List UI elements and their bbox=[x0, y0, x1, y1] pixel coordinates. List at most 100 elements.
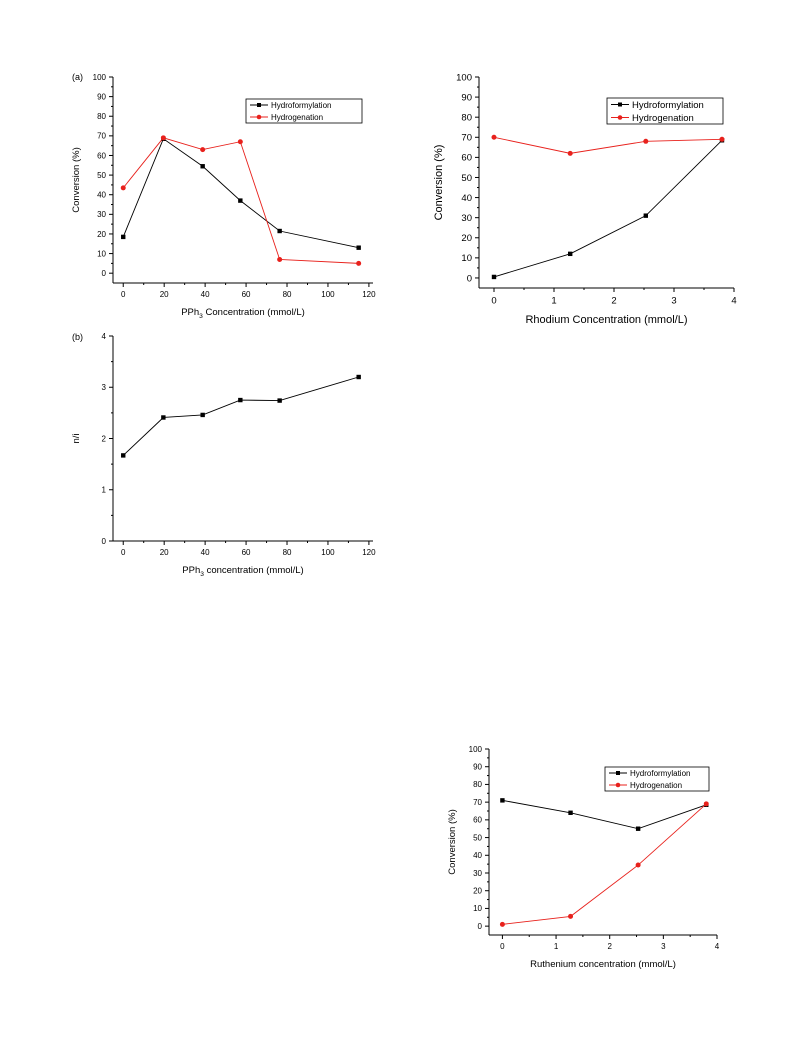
x-tick-label: 60 bbox=[242, 290, 251, 299]
y-tick-label: 0 bbox=[467, 273, 472, 284]
data-point-circle bbox=[643, 138, 649, 144]
y-axis-label: Conversion (%) bbox=[71, 147, 82, 212]
y-tick-label: 10 bbox=[473, 904, 482, 913]
y-tick-label: 4 bbox=[102, 332, 107, 341]
x-tick-label: 0 bbox=[121, 548, 126, 557]
legend: Hydroformylation Hydrogenation bbox=[606, 97, 724, 125]
chart-rhodium-conversion: 0 10 20 30 40 50 60 70 80 90 100 0 1 2 3 4 Rhodium Conce… bbox=[433, 72, 737, 326]
y-tick-label: 2 bbox=[102, 434, 107, 443]
data-point-square bbox=[200, 412, 205, 418]
y-tick-label: 70 bbox=[461, 133, 472, 144]
data-point-circle bbox=[160, 135, 166, 141]
data-point-square bbox=[491, 274, 497, 280]
x-axis-label: PPh3 concentration (mmol/L) bbox=[182, 565, 303, 578]
legend-box bbox=[606, 97, 724, 125]
data-point-circle bbox=[277, 256, 283, 262]
x-tick-label: 80 bbox=[283, 290, 292, 299]
y-tick-label: 40 bbox=[473, 851, 482, 860]
x-tick-label: 4 bbox=[731, 296, 736, 307]
y-tick-label: 10 bbox=[97, 249, 106, 258]
x-axis-label: Rhodium Concentration (mmol/L) bbox=[525, 314, 687, 326]
y-tick-label: 3 bbox=[102, 383, 107, 392]
x-axis-label-rest: concentration (mmol/L) bbox=[204, 565, 304, 576]
series-line bbox=[122, 376, 359, 456]
y-tick-label: 80 bbox=[97, 112, 106, 121]
y-tick-label: 100 bbox=[456, 72, 472, 83]
legend: Hydroformylation Hydrogenation bbox=[604, 766, 710, 792]
data-point-square bbox=[161, 415, 166, 420]
x-tick-label: 3 bbox=[661, 942, 666, 951]
data-point-circle bbox=[567, 150, 573, 156]
data-point-square bbox=[568, 251, 573, 257]
data-point-square bbox=[356, 374, 361, 380]
panel-label: (b) bbox=[72, 332, 83, 342]
y-tick-label: 70 bbox=[97, 132, 106, 141]
y-axis-label: n/i bbox=[71, 433, 82, 443]
y-tick-label: 30 bbox=[97, 210, 106, 219]
x-axis-label-rest: Concentration (mmol/L) bbox=[203, 307, 305, 318]
legend-swatch-circle bbox=[256, 114, 262, 120]
x-tick-label: 0 bbox=[500, 942, 505, 951]
x-tick-label: 40 bbox=[201, 290, 210, 299]
y-tick-label: 20 bbox=[461, 233, 472, 244]
x-tick-label: 120 bbox=[362, 548, 376, 557]
series-line bbox=[493, 136, 723, 154]
data-point-square bbox=[635, 826, 641, 831]
x-axis-label-subscript: 3 bbox=[199, 313, 203, 320]
y-tick-label: 60 bbox=[473, 816, 482, 825]
data-point-circle bbox=[499, 921, 505, 927]
data-point-square bbox=[121, 234, 126, 240]
data-point-square bbox=[238, 397, 243, 403]
x-tick-label: 120 bbox=[362, 290, 376, 299]
y-axis-label: Conversion (%) bbox=[447, 809, 458, 874]
chart-ruthenium-conversion: 0 10 20 30 40 50 60 70 80 90 100 0 1 2 3 4 Ruthenium con… bbox=[447, 745, 720, 970]
data-point-circle bbox=[719, 136, 725, 142]
legend-box bbox=[245, 98, 363, 124]
chart-a-ppH3-conversion: 0 10 20 30 40 50 60 70 80 90 100 0 20 40 60 80 100 120 PPh… bbox=[71, 72, 376, 320]
data-point-circle bbox=[635, 862, 641, 868]
y-tick-label: 50 bbox=[473, 833, 482, 842]
panel-label: (a) bbox=[72, 72, 83, 82]
y-tick-label: 80 bbox=[473, 780, 482, 789]
series-hydrogenation bbox=[491, 134, 725, 156]
y-tick-label: 30 bbox=[473, 869, 482, 878]
y-tick-label: 80 bbox=[461, 113, 472, 124]
y-tick-label: 1 bbox=[102, 486, 107, 495]
series-hydroformylation bbox=[500, 798, 709, 831]
legend: Hydroformylation Hydrogenation bbox=[245, 98, 363, 124]
x-tick-label: 100 bbox=[321, 290, 335, 299]
y-tick-label: 40 bbox=[97, 191, 106, 200]
data-point-square bbox=[238, 198, 243, 203]
y-tick-label: 10 bbox=[461, 253, 472, 264]
x-tick-label: 20 bbox=[160, 290, 169, 299]
y-tick-label: 30 bbox=[461, 213, 472, 224]
data-point-circle bbox=[356, 260, 362, 266]
y-tick-label: 70 bbox=[473, 798, 482, 807]
y-tick-label: 60 bbox=[461, 153, 472, 164]
x-axis-label-main: PPh bbox=[182, 565, 200, 576]
series-n-i bbox=[121, 374, 361, 458]
legend-swatch-circle bbox=[615, 782, 621, 788]
data-point-square bbox=[200, 164, 205, 169]
legend-swatch-square bbox=[618, 102, 622, 107]
y-tick-label: 0 bbox=[478, 922, 483, 931]
x-axis-label-main: Ruthenium concentration (mmol/L) bbox=[530, 959, 676, 970]
y-tick-label: 0 bbox=[102, 269, 107, 278]
x-tick-label: 1 bbox=[551, 296, 556, 307]
x-tick-label: 1 bbox=[554, 942, 559, 951]
data-point-square bbox=[643, 213, 648, 218]
series-line bbox=[493, 139, 723, 278]
data-point-circle bbox=[703, 801, 709, 807]
legend-entry: Hydroformylation bbox=[630, 769, 690, 778]
x-axis-label-subscript: 3 bbox=[200, 571, 204, 578]
legend-swatch-square bbox=[257, 103, 261, 107]
y-tick-label: 60 bbox=[97, 151, 106, 160]
data-point-circle bbox=[237, 139, 243, 145]
x-axis-label-main: Rhodium Concentration (mmol/L) bbox=[525, 314, 687, 326]
x-tick-label: 2 bbox=[607, 942, 612, 951]
legend-entry: Hydrogenation bbox=[271, 113, 323, 122]
series-hydroformylation bbox=[491, 138, 725, 280]
x-tick-label: 60 bbox=[242, 548, 251, 557]
